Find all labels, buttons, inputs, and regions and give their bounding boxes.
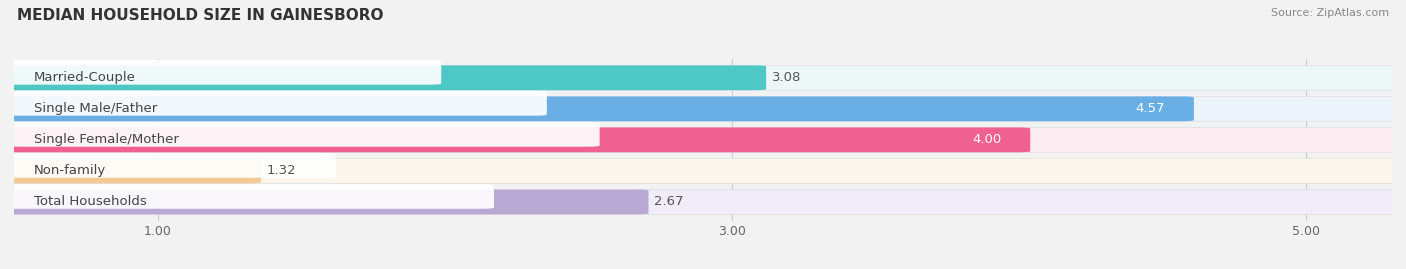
FancyBboxPatch shape [6, 153, 336, 178]
FancyBboxPatch shape [6, 60, 441, 85]
FancyBboxPatch shape [6, 91, 547, 116]
FancyBboxPatch shape [3, 128, 1403, 152]
Text: MEDIAN HOUSEHOLD SIZE IN GAINESBORO: MEDIAN HOUSEHOLD SIZE IN GAINESBORO [17, 8, 384, 23]
Text: 3.08: 3.08 [772, 71, 801, 84]
Text: Total Households: Total Households [34, 196, 146, 208]
FancyBboxPatch shape [3, 128, 1031, 152]
FancyBboxPatch shape [3, 190, 1403, 214]
FancyBboxPatch shape [3, 65, 766, 90]
FancyBboxPatch shape [3, 65, 1403, 90]
Text: Single Female/Mother: Single Female/Mother [34, 133, 179, 146]
FancyBboxPatch shape [3, 96, 1194, 121]
Text: Source: ZipAtlas.com: Source: ZipAtlas.com [1271, 8, 1389, 18]
FancyBboxPatch shape [3, 158, 1403, 183]
Text: 4.00: 4.00 [973, 133, 1001, 146]
Text: 4.57: 4.57 [1136, 102, 1166, 115]
Text: Married-Couple: Married-Couple [34, 71, 136, 84]
Text: 2.67: 2.67 [654, 196, 683, 208]
Text: Single Male/Father: Single Male/Father [34, 102, 157, 115]
FancyBboxPatch shape [6, 122, 600, 147]
FancyBboxPatch shape [3, 190, 648, 214]
FancyBboxPatch shape [6, 184, 494, 209]
FancyBboxPatch shape [3, 96, 1403, 121]
Text: Non-family: Non-family [34, 164, 107, 178]
FancyBboxPatch shape [3, 158, 262, 183]
Text: 1.32: 1.32 [267, 164, 297, 178]
